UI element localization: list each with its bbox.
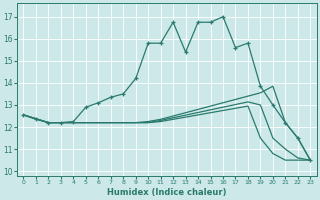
X-axis label: Humidex (Indice chaleur): Humidex (Indice chaleur) — [107, 188, 227, 197]
